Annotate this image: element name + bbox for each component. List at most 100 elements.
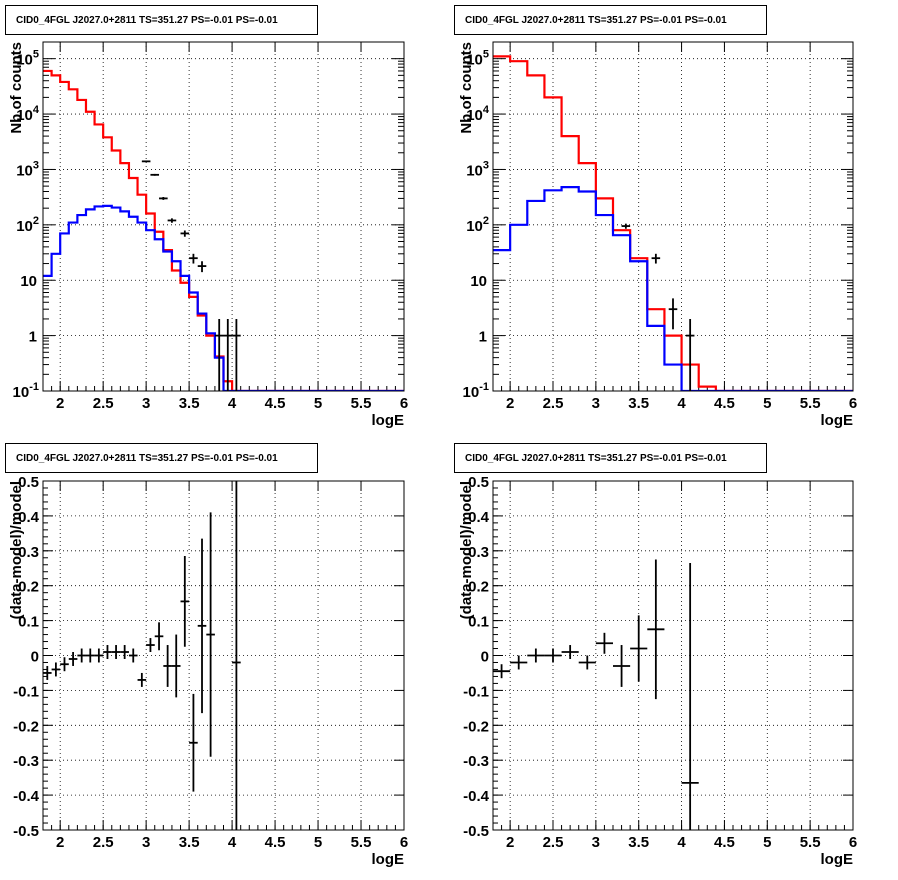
residual-point (189, 693, 198, 792)
y-tick-label: 0.4 (468, 509, 490, 526)
y-axis-title: Nb of counts (458, 42, 475, 134)
residual-point (137, 672, 147, 687)
y-tick-label: 105 (466, 49, 489, 69)
y-tick-label: 0.3 (468, 544, 489, 561)
x-tick-label: 3.5 (179, 834, 200, 851)
plot-area (493, 42, 853, 391)
y-tick-label: 102 (466, 215, 489, 235)
chart-1: CID0_4FGL J2027.0+2811 TS=351.27 PS=-0.0… (5, 5, 408, 429)
plot-content (43, 69, 404, 391)
y-tick-label: 0.5 (468, 474, 489, 491)
data-point (141, 160, 151, 163)
data-point (232, 318, 241, 391)
chart-title: CID0_4FGL J2027.0+2811 TS=351.27 PS=-0.0… (465, 15, 727, 26)
x-tick-label: 5.5 (351, 395, 372, 412)
y-tick-label: 1 (29, 329, 37, 346)
x-tick-label: 3.5 (628, 395, 649, 412)
residual-point (595, 632, 613, 654)
plot-area (43, 42, 404, 391)
y-axis-title: (data-model)/model (458, 481, 475, 619)
histogram-series-2 (493, 186, 853, 391)
data-point (651, 253, 661, 264)
x-tick-label: 5.5 (800, 395, 821, 412)
histogram-series-1 (493, 55, 853, 391)
x-tick-label: 2 (506, 834, 514, 851)
y-tick-label: 10 (20, 273, 37, 290)
residual-point (77, 648, 86, 663)
chart-title: CID0_4FGL J2027.0+2811 TS=351.27 PS=-0.0… (16, 453, 278, 464)
y-tick-label: 0.5 (18, 474, 39, 491)
y-tick-label: -0.3 (463, 753, 489, 770)
residual-point (493, 664, 511, 679)
x-tick-label: 3 (142, 395, 150, 412)
plot-frame (42, 41, 405, 392)
x-tick-label: 2.5 (543, 834, 564, 851)
x-tick-label: 4.5 (265, 834, 286, 851)
plot-content (43, 481, 241, 830)
residual-point (206, 512, 215, 757)
data-point (668, 298, 678, 330)
x-tick-label: 2.5 (93, 834, 114, 851)
x-tick-label: 2 (56, 395, 64, 412)
x-tick-label: 3 (592, 834, 600, 851)
x-tick-label: 4.5 (714, 834, 735, 851)
data-point (223, 318, 233, 391)
x-tick-label: 2.5 (543, 395, 564, 412)
y-tick-label: 10 (470, 273, 487, 290)
residual-point (68, 652, 78, 666)
residual-point (510, 655, 528, 670)
residual-point (146, 638, 155, 653)
y-tick-label: 10-1 (13, 381, 39, 401)
residual-point (171, 634, 181, 698)
y-tick-label: 105 (16, 49, 39, 69)
data-point (180, 230, 190, 237)
data-point (150, 173, 160, 176)
y-tick-label: 10-1 (463, 381, 489, 401)
residual-point (561, 645, 579, 659)
x-tick-label: 5 (763, 834, 771, 851)
x-tick-label: 6 (400, 395, 408, 412)
residual-point (163, 645, 172, 687)
x-tick-label: 5 (314, 834, 322, 851)
plot-content (493, 55, 853, 391)
data-point (621, 223, 631, 229)
y-tick-label: 0.2 (468, 579, 489, 596)
x-tick-label: 4.5 (714, 395, 735, 412)
y-tick-label: 1 (479, 329, 487, 346)
title-box (454, 443, 767, 473)
plot-content (493, 559, 699, 830)
data-point (189, 253, 198, 264)
x-tick-label: 3 (592, 395, 600, 412)
title-box (5, 5, 318, 35)
y-tick-label: 0.1 (468, 614, 489, 631)
x-axis-title: logE (821, 851, 854, 868)
plot-frame (42, 480, 405, 831)
plot-frame (492, 41, 854, 392)
residual-point (85, 648, 95, 663)
residual-point (128, 648, 138, 663)
x-tick-label: 3.5 (628, 834, 649, 851)
y-axis-title: (data-model)/model (8, 481, 25, 619)
x-tick-label: 2 (56, 834, 64, 851)
data-point (167, 218, 177, 223)
histogram-series-1 (43, 69, 404, 391)
x-axis-title: logE (372, 412, 405, 429)
data-point (197, 261, 207, 273)
residual-point (154, 622, 164, 651)
residual-point (60, 657, 69, 672)
y-tick-label: 103 (466, 159, 489, 179)
y-tick-label: 102 (16, 215, 39, 235)
chart-title: CID0_4FGL J2027.0+2811 TS=351.27 PS=-0.0… (16, 15, 278, 26)
histogram-series-2 (43, 204, 404, 391)
y-tick-label: -0.3 (13, 753, 39, 770)
residual-point (681, 563, 699, 830)
y-tick-label: 0.3 (18, 544, 39, 561)
y-tick-label: -0.5 (13, 823, 39, 840)
title-box (5, 443, 318, 473)
y-tick-label: 0 (31, 649, 39, 666)
x-axis-title: logE (821, 412, 854, 429)
residual-point (527, 648, 545, 663)
chart-title: CID0_4FGL J2027.0+2811 TS=351.27 PS=-0.0… (465, 453, 727, 464)
residual-point (43, 665, 52, 680)
